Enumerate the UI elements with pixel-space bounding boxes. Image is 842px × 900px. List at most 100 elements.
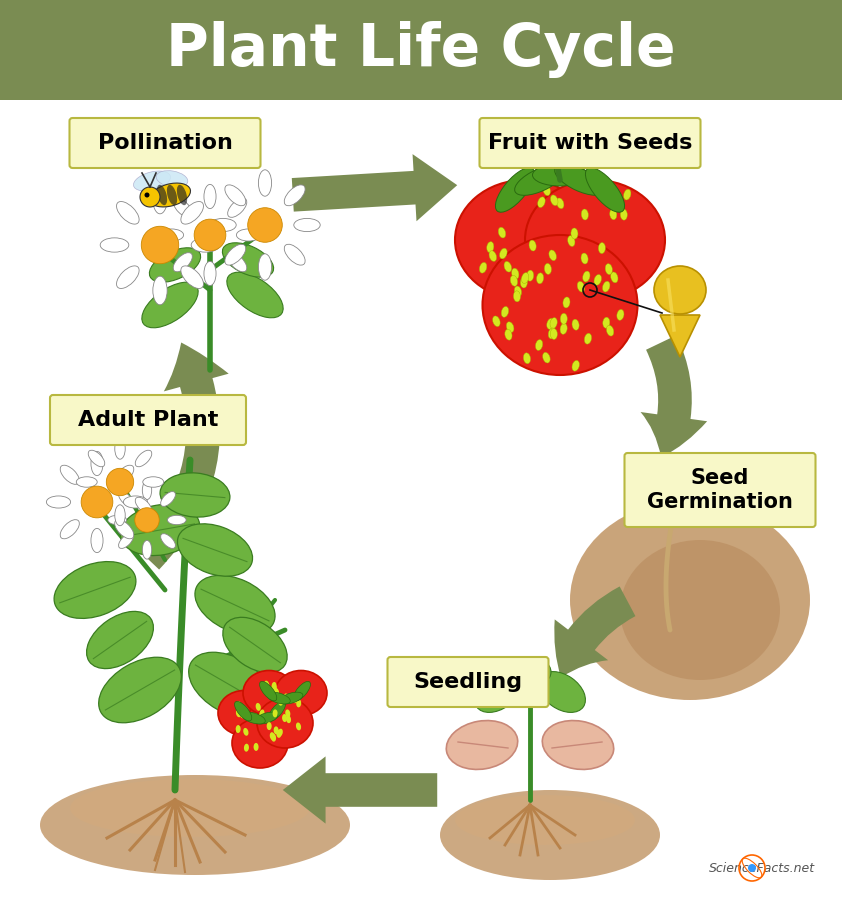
Ellipse shape xyxy=(204,184,216,209)
Ellipse shape xyxy=(280,692,303,704)
Ellipse shape xyxy=(157,184,167,205)
Ellipse shape xyxy=(440,790,660,880)
Ellipse shape xyxy=(153,185,168,214)
Ellipse shape xyxy=(273,709,278,717)
Ellipse shape xyxy=(250,690,302,735)
Ellipse shape xyxy=(161,534,175,548)
Ellipse shape xyxy=(143,477,163,487)
Ellipse shape xyxy=(610,272,618,283)
Ellipse shape xyxy=(271,689,276,698)
Ellipse shape xyxy=(536,273,544,284)
Ellipse shape xyxy=(272,682,277,690)
Ellipse shape xyxy=(278,700,283,708)
Ellipse shape xyxy=(108,516,126,525)
Ellipse shape xyxy=(542,721,614,770)
Ellipse shape xyxy=(168,516,186,525)
Ellipse shape xyxy=(119,534,133,548)
Ellipse shape xyxy=(46,496,71,508)
Ellipse shape xyxy=(292,695,297,703)
Ellipse shape xyxy=(548,328,556,338)
Ellipse shape xyxy=(255,712,278,724)
Ellipse shape xyxy=(141,283,198,328)
Ellipse shape xyxy=(88,497,104,514)
Ellipse shape xyxy=(267,722,272,730)
Ellipse shape xyxy=(142,540,152,559)
Ellipse shape xyxy=(269,701,285,721)
Ellipse shape xyxy=(115,505,125,526)
Ellipse shape xyxy=(115,465,134,484)
Ellipse shape xyxy=(512,268,519,279)
Ellipse shape xyxy=(514,165,565,195)
Ellipse shape xyxy=(278,698,283,706)
Ellipse shape xyxy=(296,699,301,707)
Ellipse shape xyxy=(226,272,283,318)
Ellipse shape xyxy=(545,264,552,274)
Ellipse shape xyxy=(177,184,187,205)
Ellipse shape xyxy=(581,253,588,264)
Ellipse shape xyxy=(269,733,274,740)
Ellipse shape xyxy=(243,670,295,716)
Ellipse shape xyxy=(120,504,200,555)
Ellipse shape xyxy=(546,319,554,329)
Ellipse shape xyxy=(560,323,568,334)
Ellipse shape xyxy=(274,726,279,734)
Ellipse shape xyxy=(521,273,529,284)
Ellipse shape xyxy=(285,184,305,206)
Ellipse shape xyxy=(54,562,136,618)
Text: Seedling: Seedling xyxy=(413,672,523,692)
Ellipse shape xyxy=(584,333,592,344)
Ellipse shape xyxy=(578,282,584,292)
Ellipse shape xyxy=(594,274,601,285)
Ellipse shape xyxy=(142,481,152,500)
Ellipse shape xyxy=(479,263,487,273)
Ellipse shape xyxy=(482,235,637,375)
Ellipse shape xyxy=(506,322,514,332)
Ellipse shape xyxy=(195,575,275,634)
Ellipse shape xyxy=(87,611,153,669)
Ellipse shape xyxy=(243,728,248,736)
Text: Seed
Germination: Seed Germination xyxy=(647,468,793,511)
Ellipse shape xyxy=(134,171,170,191)
Ellipse shape xyxy=(571,228,578,239)
Ellipse shape xyxy=(232,718,288,768)
Ellipse shape xyxy=(181,266,204,289)
Ellipse shape xyxy=(286,716,291,724)
Circle shape xyxy=(248,208,282,242)
Ellipse shape xyxy=(560,313,568,324)
Ellipse shape xyxy=(610,209,617,220)
Ellipse shape xyxy=(173,198,192,217)
Ellipse shape xyxy=(227,198,247,217)
Ellipse shape xyxy=(257,698,313,748)
FancyBboxPatch shape xyxy=(625,453,816,527)
Ellipse shape xyxy=(88,450,104,467)
Ellipse shape xyxy=(225,244,246,266)
Ellipse shape xyxy=(603,317,610,328)
Ellipse shape xyxy=(549,250,557,261)
Ellipse shape xyxy=(278,729,283,736)
Ellipse shape xyxy=(156,171,188,187)
Ellipse shape xyxy=(258,254,272,280)
Ellipse shape xyxy=(563,297,570,308)
Ellipse shape xyxy=(543,184,551,195)
Ellipse shape xyxy=(509,657,551,687)
Ellipse shape xyxy=(225,184,246,206)
Ellipse shape xyxy=(475,671,521,713)
Ellipse shape xyxy=(536,339,543,350)
Ellipse shape xyxy=(603,282,610,292)
Ellipse shape xyxy=(585,167,625,212)
Ellipse shape xyxy=(275,670,327,716)
Ellipse shape xyxy=(555,165,605,195)
Ellipse shape xyxy=(242,712,265,724)
Ellipse shape xyxy=(116,202,139,224)
Ellipse shape xyxy=(258,170,272,196)
Ellipse shape xyxy=(91,452,103,475)
Ellipse shape xyxy=(581,209,589,220)
Ellipse shape xyxy=(223,617,287,672)
Ellipse shape xyxy=(274,688,279,696)
Ellipse shape xyxy=(505,329,512,340)
Ellipse shape xyxy=(605,264,612,274)
Circle shape xyxy=(141,226,179,264)
Circle shape xyxy=(145,193,150,197)
Ellipse shape xyxy=(529,240,536,251)
Ellipse shape xyxy=(572,320,579,330)
